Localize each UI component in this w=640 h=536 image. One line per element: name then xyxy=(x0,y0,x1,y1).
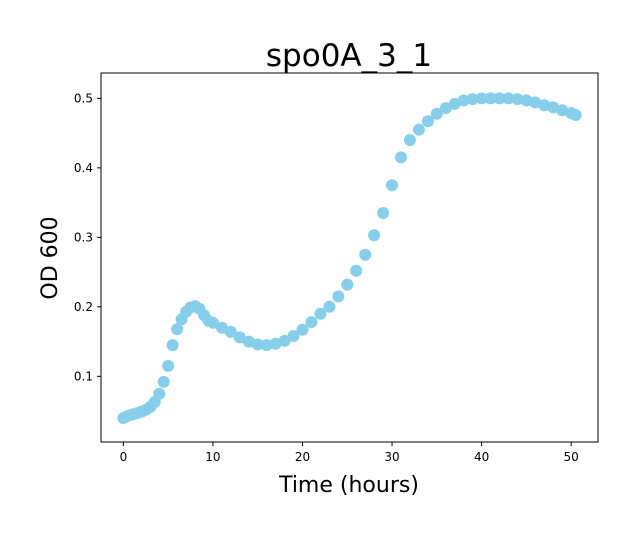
x-tick-label: 50 xyxy=(563,450,578,464)
x-tick-label: 0 xyxy=(120,450,128,464)
y-tick-label: 0.4 xyxy=(74,161,93,175)
data-point xyxy=(296,323,309,336)
data-point xyxy=(412,123,425,136)
data-point xyxy=(386,179,398,192)
x-axis-ticks: 0 10 20 30 40 50 xyxy=(120,442,579,464)
data-point xyxy=(511,93,524,106)
data-point xyxy=(224,325,237,338)
data-point xyxy=(260,339,273,352)
data-point xyxy=(448,97,461,110)
y-tick-label: 0.1 xyxy=(74,369,93,383)
plot-area-frame xyxy=(100,72,599,443)
y-axis-ticks: 0.1 0.2 0.3 0.4 0.5 xyxy=(74,91,101,383)
data-point xyxy=(368,229,381,242)
data-point xyxy=(251,338,264,351)
y-tick-label: 0.5 xyxy=(74,91,93,105)
data-point xyxy=(547,101,560,114)
data-point xyxy=(403,134,416,147)
data-point xyxy=(305,316,318,329)
data-point xyxy=(157,375,170,388)
data-point xyxy=(359,248,372,261)
data-point xyxy=(466,93,479,106)
x-tick-label: 30 xyxy=(384,450,399,464)
data-point xyxy=(350,264,363,277)
data-point xyxy=(162,359,175,372)
x-tick-label: 20 xyxy=(295,450,310,464)
data-point xyxy=(332,290,345,303)
data-point xyxy=(166,339,179,352)
data-point xyxy=(233,331,246,344)
data-point xyxy=(215,321,228,334)
data-point xyxy=(377,207,390,219)
data-point xyxy=(430,107,443,120)
x-tick-label: 10 xyxy=(205,450,220,464)
data-point xyxy=(493,92,506,105)
data-point xyxy=(314,307,327,320)
data-points xyxy=(117,92,582,424)
data-point xyxy=(278,334,291,347)
y-tick-label: 0.3 xyxy=(74,230,93,244)
data-point xyxy=(269,337,282,350)
data-point xyxy=(323,300,336,313)
data-point xyxy=(484,92,497,105)
chart-title: spo0A_3_1 xyxy=(266,38,432,74)
data-point xyxy=(569,109,582,121)
data-point xyxy=(153,387,166,400)
data-point xyxy=(439,102,452,115)
y-tick-label: 0.2 xyxy=(74,300,93,314)
data-point xyxy=(171,323,184,336)
y-axis-label: OD 600 xyxy=(38,216,63,299)
x-axis-label: Time (hours) xyxy=(278,473,419,498)
data-point xyxy=(529,96,542,109)
data-point xyxy=(206,316,219,329)
data-point xyxy=(341,278,354,291)
data-point xyxy=(395,151,407,164)
data-point xyxy=(457,94,470,107)
data-point xyxy=(287,330,300,342)
data-point xyxy=(502,92,515,105)
data-point xyxy=(421,115,434,128)
data-point xyxy=(475,92,488,105)
x-tick-label: 40 xyxy=(474,450,489,464)
